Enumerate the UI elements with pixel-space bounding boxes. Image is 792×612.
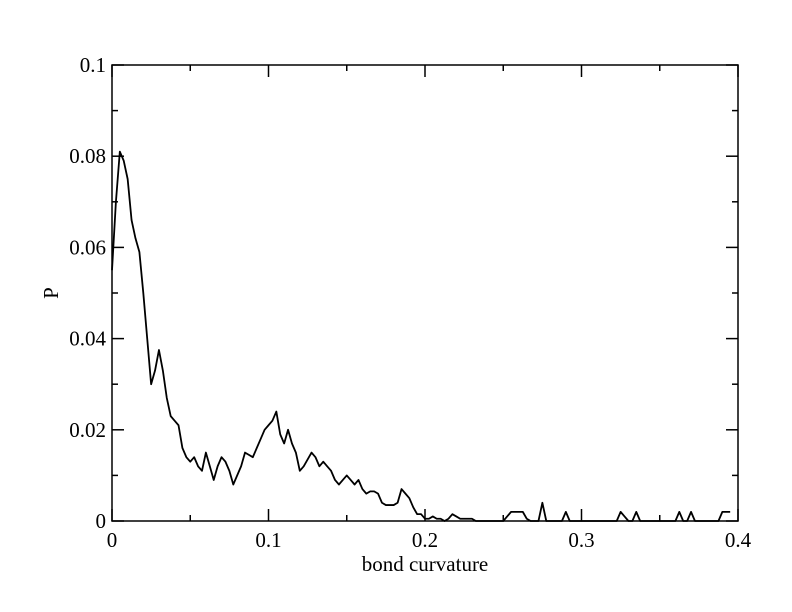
x-tick-label: 0.2 bbox=[412, 528, 438, 552]
x-tick-label: 0.4 bbox=[725, 528, 752, 552]
y-tick-label: 0 bbox=[96, 509, 107, 533]
y-tick-label: 0.02 bbox=[69, 418, 106, 442]
x-axis-label: bond curvature bbox=[362, 552, 489, 576]
data-line bbox=[111, 150, 731, 522]
y-axis-label: P bbox=[39, 287, 63, 299]
y-tick-label: 0.06 bbox=[69, 235, 106, 259]
y-tick-label: 0.08 bbox=[69, 144, 106, 168]
x-tick-label: 0.1 bbox=[255, 528, 281, 552]
y-tick-label: 0.04 bbox=[69, 327, 106, 351]
x-tick-label: 0.3 bbox=[568, 528, 594, 552]
x-tick-label: 0 bbox=[107, 528, 118, 552]
y-tick-label: 0.1 bbox=[80, 53, 106, 77]
